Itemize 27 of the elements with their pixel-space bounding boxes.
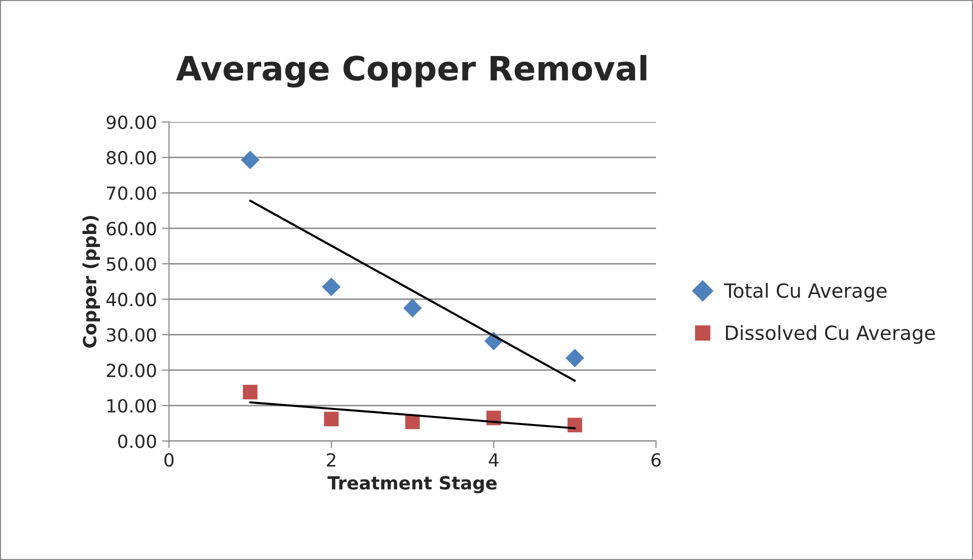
- point: [324, 412, 339, 426]
- point: [403, 298, 422, 318]
- line-series: [249, 200, 576, 382]
- chart-title: Average Copper Removal: [176, 55, 646, 88]
- x-tick-label: 4: [488, 453, 498, 467]
- y-tick-label: 20.00: [106, 364, 156, 378]
- y-tick-label: 10.00: [107, 399, 156, 413]
- y-tick-label: 0.00: [118, 434, 156, 448]
- x-tick-label: 0: [164, 453, 174, 467]
- x-axis-title: Treatment Stage: [328, 476, 497, 494]
- x-tick-label: 2: [326, 453, 336, 467]
- y-tick-label: 60.00: [106, 222, 156, 236]
- y-tick-label: 40.00: [106, 292, 156, 306]
- point: [566, 348, 584, 368]
- legend-label: Total Cu Average: [724, 282, 887, 302]
- point: [240, 150, 260, 170]
- x-tick-label: 6: [652, 453, 661, 467]
- y-tick-label: 90.00: [106, 115, 156, 130]
- point: [242, 384, 258, 400]
- y-axis-title: Copper (ppb): [82, 216, 100, 348]
- y-tick-label: 80.00: [106, 150, 156, 165]
- point: [568, 418, 582, 432]
- y-tick-label: 70.00: [106, 186, 156, 200]
- y-tick-label: 50.00: [106, 257, 156, 271]
- legend-label: Dissolved Cu Average: [726, 325, 935, 344]
- point: [322, 278, 341, 296]
- y-tick-label: 30.00: [106, 328, 156, 342]
